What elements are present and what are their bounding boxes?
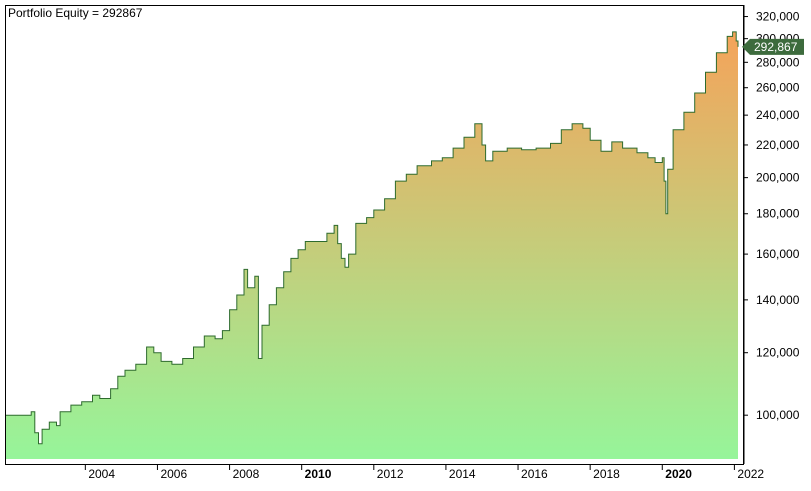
- y-tick-label: 160,000: [756, 247, 800, 261]
- y-tick-label: 220,000: [756, 138, 800, 152]
- equity-line: [6, 31, 739, 445]
- x-axis: 2004 2006 2008 2010 2012 2014 2016 2018 2020 2022: [84, 464, 764, 481]
- y-tick-label: 100,000: [756, 408, 800, 422]
- y-tick-label: 200,000: [756, 171, 800, 185]
- x-tick-label: 2022: [737, 467, 764, 481]
- y-tick-label: 320,000: [756, 10, 800, 24]
- y-tick-label: 240,000: [756, 108, 800, 122]
- x-tick-label: 2010: [305, 467, 332, 481]
- last-value-badge: 292,867: [742, 38, 804, 55]
- equity-area: [6, 31, 738, 460]
- y-tick-label: 140,000: [756, 293, 800, 307]
- y-tick-label: 280,000: [756, 55, 800, 69]
- y-axis: 100,000 120,000 140,000 160,000 180,000 200,0…: [743, 5, 800, 464]
- x-tick-label: 2016: [521, 467, 548, 481]
- x-tick-label: 2008: [233, 467, 260, 481]
- y-tick-label: 260,000: [756, 81, 800, 95]
- y-tick-label: 180,000: [756, 207, 800, 221]
- x-tick-label: 2014: [449, 467, 476, 481]
- x-tick-label: 2018: [593, 467, 620, 481]
- x-tick-label: 2004: [88, 467, 115, 481]
- chart-title: Portfolio Equity = 292867: [8, 6, 143, 20]
- x-tick-label: 2012: [377, 467, 404, 481]
- x-tick-label: 2006: [160, 467, 187, 481]
- y-tick-label: 120,000: [756, 346, 800, 360]
- x-tick-label: 2020: [665, 467, 692, 481]
- last-value-badge-shape: [742, 38, 804, 55]
- last-value-label: 292,867: [754, 40, 798, 54]
